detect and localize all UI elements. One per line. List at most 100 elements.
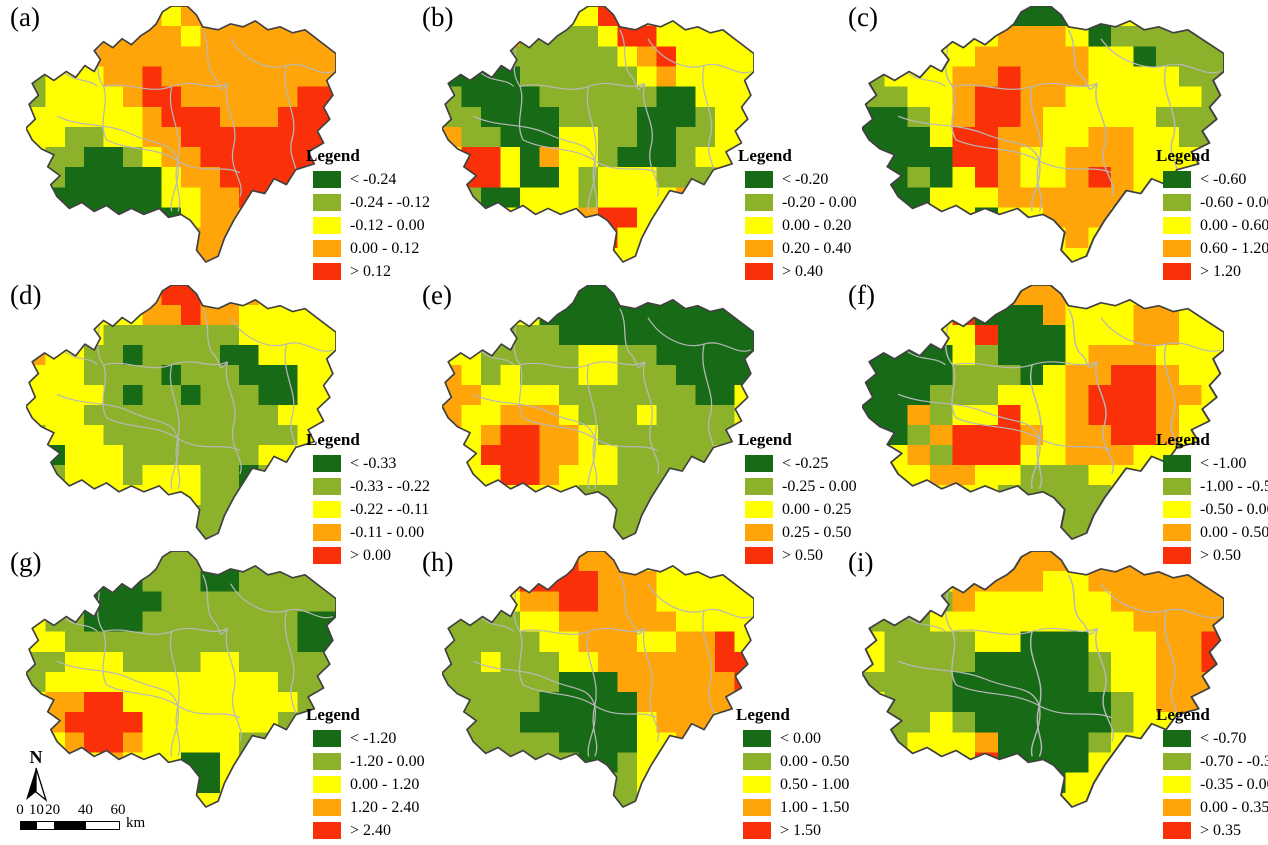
- county-boundary: [904, 349, 946, 366]
- map-cell: [500, 147, 521, 168]
- map-cell: [929, 324, 953, 346]
- region-outline: [442, 551, 754, 808]
- map-cell: [907, 505, 931, 526]
- map-cell: [161, 324, 182, 346]
- map-cell: [952, 611, 976, 632]
- map-cell: [219, 106, 240, 128]
- map-cell: [258, 126, 279, 148]
- map-cell: [520, 651, 540, 673]
- map-cell: [1133, 46, 1157, 67]
- map-cell: [84, 591, 104, 612]
- map-cell: [952, 345, 976, 366]
- map-cell: [907, 464, 931, 486]
- map-cell: [617, 591, 638, 612]
- map-cell: [559, 712, 579, 733]
- map-cell: [297, 86, 317, 107]
- county-boundary: [478, 616, 515, 632]
- raster-cells: [442, 285, 754, 540]
- map-cell: [539, 464, 560, 486]
- map-cell: [539, 551, 560, 572]
- legend-range-label: -0.24 - -0.12: [350, 194, 430, 211]
- legend-range-label: < -0.33: [350, 455, 397, 472]
- map-cell: [559, 505, 579, 526]
- map-cell: [1043, 86, 1066, 107]
- map-cell: [1088, 404, 1112, 426]
- map-cell: [219, 304, 240, 326]
- map-cell: [181, 631, 201, 652]
- map-cell: [715, 525, 735, 540]
- map-cell: [637, 671, 657, 693]
- legend: Legend < -0.60 -0.60 - 0.00 0.00 - 0.60 0.6…: [1156, 146, 1268, 286]
- map-cell: [64, 464, 85, 486]
- map-cell: [122, 365, 143, 386]
- map-cell: [1133, 126, 1157, 148]
- map-cell: [884, 551, 908, 572]
- map-cell: [637, 6, 657, 27]
- map-cell: [884, 464, 908, 486]
- map-cell: [637, 46, 657, 67]
- map-cell: [103, 66, 124, 87]
- map-cell: [26, 651, 46, 673]
- county-boundary: [619, 574, 646, 635]
- map-cell: [481, 167, 501, 188]
- map-cell: [656, 227, 677, 248]
- map-cell: [907, 324, 931, 346]
- map-cell: [1133, 571, 1157, 592]
- legend-range-label: 1.00 - 1.50: [780, 799, 850, 816]
- map-cell: [884, 772, 908, 793]
- map-cell: [461, 384, 482, 406]
- map-cell: [442, 247, 462, 263]
- map-cell: [181, 86, 201, 107]
- map-cell: [142, 464, 162, 486]
- map-cell: [26, 324, 46, 346]
- map-cell: [598, 425, 618, 446]
- map-cell: [84, 425, 104, 446]
- map-cell: [64, 404, 85, 426]
- map-cell: [142, 445, 162, 466]
- map-cell: [975, 772, 998, 793]
- map-cell: [929, 651, 953, 673]
- map-cell: [1133, 505, 1157, 526]
- map-cell: [598, 712, 618, 733]
- map-cell: [1065, 651, 1089, 673]
- map-cell: [277, 147, 298, 168]
- county-boundary: [513, 311, 524, 419]
- map-cell: [559, 26, 579, 47]
- map-cell: [1110, 525, 1134, 540]
- map-cell: [103, 551, 124, 572]
- map-cell: [598, 611, 618, 632]
- map-cell: [1088, 26, 1112, 47]
- map-cell: [103, 86, 124, 107]
- map-cell: [676, 425, 696, 446]
- map-cell: [239, 611, 259, 632]
- map-cell: [617, 712, 638, 733]
- map-cell: [26, 247, 46, 263]
- map-cell: [161, 525, 182, 540]
- map-cell: [26, 6, 46, 27]
- map-cell: [181, 304, 201, 326]
- map-cell: [676, 651, 696, 673]
- map-cell: [520, 86, 540, 107]
- map-cell: [929, 445, 953, 466]
- map-cell: [539, 651, 560, 673]
- map-cell: [637, 324, 657, 346]
- map-cell: [907, 525, 931, 540]
- county-boundary: [106, 684, 241, 719]
- map-cell: [277, 46, 298, 67]
- map-cell: [676, 304, 696, 326]
- map-cell: [559, 631, 579, 652]
- map-cell: [656, 26, 677, 47]
- map-cell: [481, 571, 501, 592]
- map-cell: [200, 147, 220, 168]
- county-boundary: [904, 616, 946, 632]
- map-cell: [997, 404, 1021, 426]
- map-cell: [26, 207, 46, 228]
- map-cell: [181, 464, 201, 486]
- map-cell: [258, 345, 279, 366]
- map-cell: [559, 464, 579, 486]
- map-cell: [64, 671, 85, 693]
- legend: Legend < -1.00-1.00 - -0.50-0.50 - 0.000…: [1156, 430, 1268, 570]
- map-cell: [122, 591, 143, 612]
- map-cell: [559, 671, 579, 693]
- map-cell: [1133, 6, 1157, 27]
